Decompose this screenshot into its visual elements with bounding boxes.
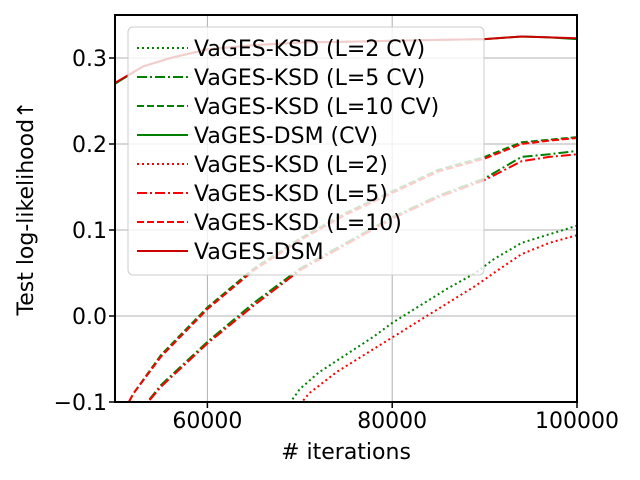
legend-box [127,26,485,276]
x-tick-label: 100000 [535,409,619,434]
y-axis-ticks: −0.1 0.0 0.1 0.2 0.3 [54,47,115,416]
legend-label: VaGES-KSD (L=10) [194,211,402,236]
legend-label: VaGES-KSD (L=2) [194,153,388,178]
legend-label: VaGES-KSD (L=10 CV) [194,95,439,120]
legend-label: VaGES-KSD (L=2 CV) [194,37,425,62]
legend-label: VaGES-DSM [194,240,324,265]
legend: VaGES-KSD (L=2 CV) VaGES-KSD (L=5 CV) VaGE… [127,26,485,276]
y-tick-label: −0.1 [54,391,107,416]
y-axis-label: Test log-likelihood↑ [14,101,39,317]
x-tick-label: 80000 [357,409,427,434]
legend-label: VaGES-DSM (CV) [194,124,378,149]
y-tick-label: 0.0 [72,305,107,330]
legend-label: VaGES-KSD (L=5 CV) [194,66,425,91]
y-tick-label: 0.2 [72,133,107,158]
plot-frame [114,14,578,403]
y-tick-label: 0.1 [72,219,107,244]
legend-label: VaGES-KSD (L=5) [194,182,388,207]
x-axis-label: # iterations [281,440,411,465]
y-tick-label: 0.3 [72,47,107,72]
series-line [146,149,577,402]
x-tick-label: 60000 [172,409,242,434]
x-axis-ticks: 60000 80000 100000 [172,402,619,434]
